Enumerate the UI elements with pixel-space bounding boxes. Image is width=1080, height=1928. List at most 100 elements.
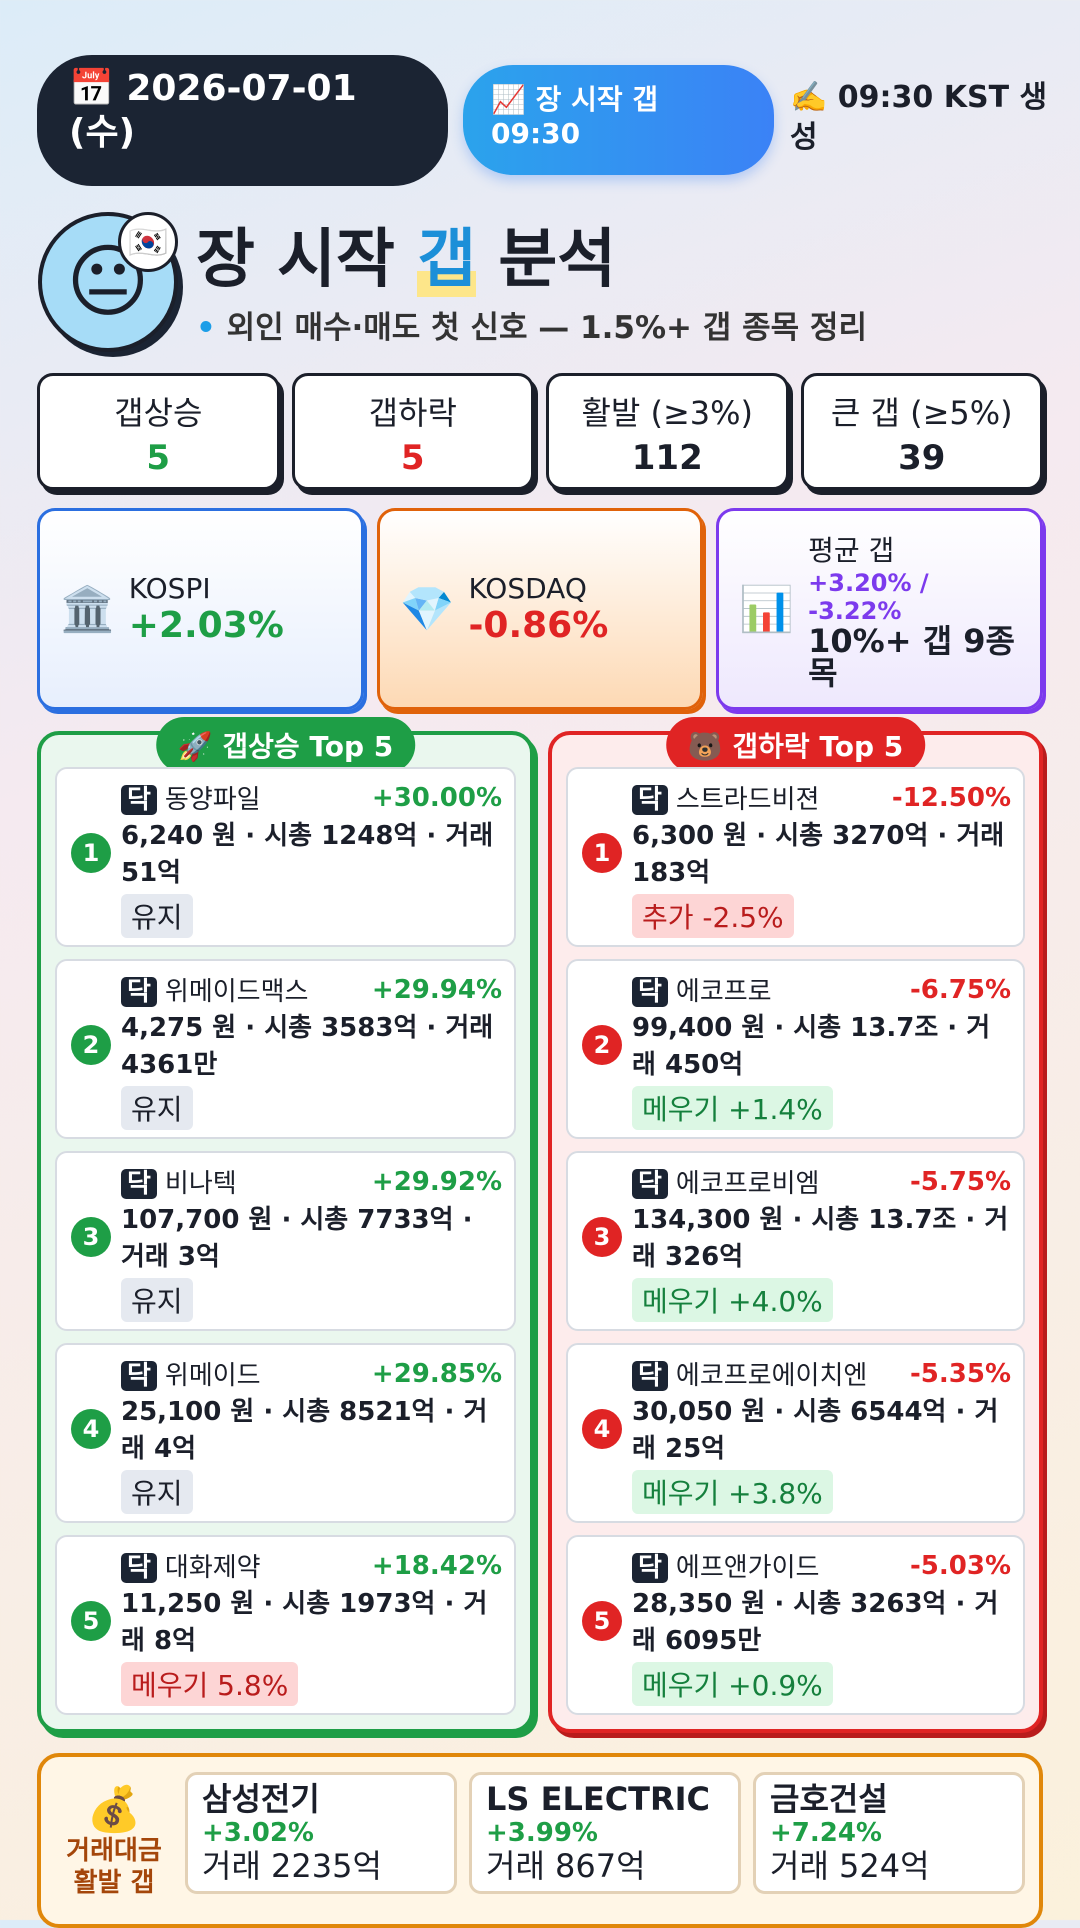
panel-title: 🐻 갭하락 Top 5 (665, 717, 926, 773)
stock-name: 비나텍 (164, 1169, 237, 1199)
stock-name: 에코프로에이치엔 (675, 1361, 868, 1391)
flag: 🇰🇷 (118, 212, 178, 272)
stock-detail: 134,300 원 · 시총 13.7조 · 거래 326억 (632, 1205, 1009, 1272)
stock-item: 5 닥 대화제약 +18.42% 11,250 원 · 시총 1973억 · 거래 8억… (55, 1535, 516, 1715)
market-badge: 닥 (121, 1361, 157, 1391)
market-badge: 닥 (121, 1553, 157, 1583)
volume-amount: 거래 2235억 (202, 1846, 382, 1885)
stock-item: 4 닥 위메이드 +29.85% 25,100 원 · 시총 8521억 · 거래 4억… (55, 1343, 516, 1523)
stock-name: 에코프로비엠 (675, 1169, 820, 1199)
market-badge: 닥 (632, 1553, 668, 1583)
stock-name: 에코프로 (675, 977, 772, 1007)
stock-head: 닥 에코프로비엠 (632, 1163, 1011, 1200)
stat-label: 활발 (≥3%) (581, 394, 754, 432)
stock-change: -5.03% (910, 1551, 1011, 1581)
stock-head: 닥 위메이드맥스 (121, 971, 502, 1008)
stock-detail: 11,250 원 · 시총 1973억 · 거래 8억 (121, 1589, 488, 1656)
hero-title: 장 시작 갭 분석 (196, 208, 616, 300)
stock-item: 2 닥 에코프로 -6.75% 99,400 원 · 시총 13.7조 · 거래 450… (566, 959, 1025, 1139)
index-text: KOSDAQ -0.86% (468, 572, 608, 646)
stock-change: +30.00% (371, 783, 502, 813)
stock-change: +29.85% (371, 1359, 502, 1389)
subtitle: • 외인 매수·매도 첫 신호 — 1.5%+ 갭 종목 정리 (196, 310, 867, 346)
stock-tag: 유지 (121, 1278, 193, 1322)
stock-tag: 메우기 +0.9% (632, 1662, 833, 1706)
stock-head: 닥 동양파일 (121, 779, 502, 816)
market-badge: 닥 (632, 977, 668, 1007)
stock-item: 2 닥 위메이드맥스 +29.94% 4,275 원 · 시총 3583억 · 거래 4… (55, 959, 516, 1139)
stock-detail: 6,240 원 · 시총 1248억 · 거래 51억 (121, 821, 494, 888)
stock-change: -6.75% (910, 975, 1011, 1005)
stock-name: 위메이드맥스 (164, 977, 309, 1007)
stock-name: 대화제약 (164, 1553, 261, 1583)
stock-head: 닥 에프앤가이드 (632, 1547, 1011, 1584)
stock-head: 닥 에코프로에이치엔 (632, 1355, 1011, 1392)
average-card: 📊 평균 갭 +3.20% / -3.22% 10%+ 갭 9종목 (716, 508, 1044, 710)
time-badge: 📈 장 시작 갭 09:30 (463, 65, 774, 175)
stock-name: 에프앤가이드 (675, 1553, 820, 1583)
volume-card: LS ELECTRIC +3.99% 거래 867억 (469, 1771, 741, 1894)
stat-label: 갭하락 (368, 394, 457, 432)
volume-card: 삼성전기 +3.02% 거래 2235억 (185, 1771, 457, 1894)
stat-label: 큰 갭 (≥5%) (830, 394, 1013, 432)
rank-badge: 3 (582, 1217, 622, 1257)
volume-icon: 💰 (86, 1783, 142, 1835)
stat-value: 5 (146, 438, 171, 478)
stats-row: 갭상승 5 갭하락 5 활발 (≥3%) 112 큰 갭 (≥5%) 39 (37, 373, 1043, 490)
volume-change: +3.02% (202, 1817, 314, 1848)
stock-detail: 25,100 원 · 시총 8521억 · 거래 4억 (121, 1397, 488, 1464)
index-card: 💎 KOSDAQ -0.86% (376, 508, 704, 710)
index-name: KOSDAQ (468, 572, 587, 605)
rank-badge: 1 (71, 833, 111, 873)
index-text: KOSPI +2.03% (129, 572, 284, 646)
index-card: 🏛️ KOSPI +2.03% (37, 508, 364, 710)
market-badge: 닥 (121, 785, 157, 815)
index-row: 🏛️ KOSPI +2.03% 💎 KOSDAQ -0.86% 📊 평균 갭 +3.20… (37, 508, 1044, 710)
volume-name: LS ELECTRIC (486, 1779, 711, 1818)
stock-tag: 메우기 +3.8% (632, 1470, 833, 1514)
stock-item: 3 닥 비나텍 +29.92% 107,700 원 · 시총 7733억 · 거래 3억… (55, 1151, 516, 1331)
volume-name: 금호건설 (770, 1779, 888, 1818)
stock-change: -5.75% (910, 1167, 1011, 1197)
stock-name: 스트라드비젼 (675, 785, 820, 815)
market-badge: 닥 (632, 1361, 668, 1391)
stock-head: 닥 대화제약 (121, 1547, 502, 1584)
stock-detail: 4,275 원 · 시총 3583억 · 거래 4361만 (121, 1013, 494, 1080)
title-text: 장 시작 (196, 223, 418, 297)
subtitle-text: 외인 매수·매도 첫 신호 — 1.5%+ 갭 종목 정리 (226, 310, 867, 346)
stock-tag: 유지 (121, 894, 193, 938)
average-value: +3.20% / -3.22% (808, 569, 929, 625)
stock-head: 닥 비나텍 (121, 1163, 502, 1200)
stat-value: 112 (631, 438, 703, 478)
rank-badge: 3 (71, 1217, 111, 1257)
panel-title: 🚀 갭상승 Top 5 (155, 717, 416, 773)
stock-detail: 107,700 원 · 시총 7733억 · 거래 3억 (121, 1205, 473, 1272)
stock-change: -5.35% (910, 1359, 1011, 1389)
stock-item: 4 닥 에코프로에이치엔 -5.35% 30,050 원 · 시총 6544억 · 거래… (566, 1343, 1025, 1523)
stock-tag: 메우기 5.8% (121, 1662, 299, 1706)
rank-badge: 1 (582, 833, 622, 873)
rank-badge: 4 (71, 1409, 111, 1449)
volume-amount: 거래 867억 (486, 1846, 646, 1885)
average-note: 10%+ 갭 9종목 (808, 622, 1015, 692)
volume-change: +7.24% (770, 1817, 882, 1848)
stat-card: 큰 갭 (≥5%) 39 (800, 373, 1043, 490)
volume-name: 삼성전기 (202, 1779, 320, 1818)
stat-value: 39 (898, 438, 946, 478)
stock-head: 닥 위메이드 (121, 1355, 502, 1392)
rank-badge: 2 (71, 1025, 111, 1065)
market-badge: 닥 (121, 977, 157, 1007)
stat-card: 갭상승 5 (37, 373, 280, 490)
stat-card: 갭하락 5 (291, 373, 534, 490)
stock-name: 동양파일 (164, 785, 261, 815)
stock-detail: 28,350 원 · 시총 3263억 · 거래 6095만 (632, 1589, 999, 1656)
market-badge: 닥 (632, 785, 668, 815)
date-pill: 📅 2026-07-01 (수) (37, 55, 448, 186)
stock-item: 5 닥 에프앤가이드 -5.03% 28,350 원 · 시총 3263억 · 거래 6… (566, 1535, 1025, 1715)
index-value: -0.86% (468, 605, 609, 646)
stock-tag: 메우기 +1.4% (632, 1086, 833, 1130)
index-icon: 🏛️ (60, 584, 115, 635)
rank-badge: 2 (582, 1025, 622, 1065)
stock-head: 닥 스트라드비젼 (632, 779, 1011, 816)
